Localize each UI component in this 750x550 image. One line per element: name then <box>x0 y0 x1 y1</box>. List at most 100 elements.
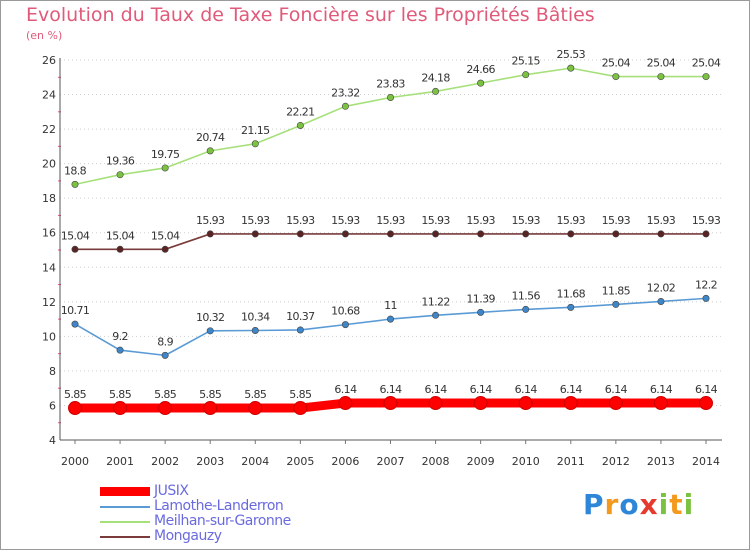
data-point-mongauzy <box>116 245 124 253</box>
data-label-mongauzy: 15.93 <box>602 214 631 227</box>
logo-letter: i <box>658 488 670 521</box>
data-label-meilhan-sur-garonne: 23.83 <box>376 77 405 90</box>
data-point-jusix <box>248 401 263 416</box>
y-tick-label: 14 <box>42 261 56 274</box>
data-label-lamothe-landerron: 11.39 <box>466 292 495 305</box>
data-point-jusix <box>293 401 308 416</box>
logo-letter: o <box>619 488 640 521</box>
data-point-jusix <box>518 396 533 411</box>
x-tick-label: 2006 <box>331 455 359 468</box>
data-label-mongauzy: 15.04 <box>106 229 135 242</box>
data-label-mongauzy: 15.93 <box>286 214 315 227</box>
logo-letter: i <box>683 488 695 521</box>
data-label-jusix: 6.14 <box>605 383 628 396</box>
data-point-lamothe-landerron <box>702 294 710 302</box>
x-tick-label: 2005 <box>286 455 314 468</box>
data-label-mongauzy: 15.93 <box>466 214 495 227</box>
data-label-mongauzy: 15.93 <box>421 214 450 227</box>
y-tick-label: 26 <box>42 54 56 67</box>
x-tick-label: 2004 <box>241 455 269 468</box>
data-point-lamothe-landerron <box>432 311 440 319</box>
data-label-lamothe-landerron: 11.68 <box>557 287 586 300</box>
data-point-meilhan-sur-garonne <box>386 93 394 101</box>
legend-swatch <box>100 487 150 496</box>
legend-label: Mongauzy <box>154 528 222 544</box>
logo-letter: P <box>583 488 605 521</box>
data-label-lamothe-landerron: 8.9 <box>157 335 173 348</box>
y-tick-label: 12 <box>42 296 56 309</box>
data-point-lamothe-landerron <box>296 326 304 334</box>
y-tick-label: 24 <box>42 89 56 102</box>
data-point-jusix <box>428 396 443 411</box>
data-label-meilhan-sur-garonne: 25.53 <box>557 48 586 61</box>
data-label-jusix: 6.14 <box>379 383 402 396</box>
data-point-lamothe-landerron <box>206 327 214 335</box>
data-label-jusix: 6.14 <box>650 383 673 396</box>
data-point-jusix <box>653 396 668 411</box>
x-tick-label: 2009 <box>467 455 495 468</box>
data-point-meilhan-sur-garonne <box>567 64 575 72</box>
data-point-meilhan-sur-garonne <box>296 121 304 129</box>
data-point-meilhan-sur-garonne <box>477 79 485 87</box>
data-point-mongauzy <box>161 245 169 253</box>
legend-label: JUSIX <box>154 483 189 499</box>
data-point-meilhan-sur-garonne <box>657 73 665 81</box>
data-point-meilhan-sur-garonne <box>702 73 710 81</box>
legend-swatch <box>100 521 150 523</box>
data-label-mongauzy: 15.04 <box>151 229 180 242</box>
data-label-mongauzy: 15.04 <box>61 229 90 242</box>
x-tick-label: 2003 <box>196 455 224 468</box>
data-label-lamothe-landerron: 9.2 <box>112 330 128 343</box>
data-point-jusix <box>68 401 82 416</box>
data-labels: 10.71 9.2 8.9 10.32 10.34 10.37 10.68 11 11.22 11… <box>61 48 722 401</box>
data-point-mongauzy <box>702 230 710 238</box>
data-point-meilhan-sur-garonne <box>161 164 169 172</box>
data-label-lamothe-landerron: 11.22 <box>421 295 450 308</box>
chart-title: Evolution du Taux de Taxe Foncière sur l… <box>26 4 595 26</box>
logo-letter: r <box>604 488 620 521</box>
data-point-jusix <box>608 396 623 411</box>
data-point-lamothe-landerron <box>522 305 530 313</box>
x-tick-label: 2010 <box>512 455 540 468</box>
data-label-lamothe-landerron: 11 <box>384 299 397 312</box>
legend-swatch <box>100 506 150 508</box>
logo-letter: t <box>669 488 684 521</box>
x-tick-label: 2000 <box>61 455 89 468</box>
y-tick-label: 8 <box>49 365 56 378</box>
logo-letter: x <box>639 488 659 521</box>
data-point-jusix <box>383 396 398 411</box>
data-label-mongauzy: 15.93 <box>196 214 225 227</box>
data-label-lamothe-landerron: 11.56 <box>511 289 540 302</box>
legend-label: Lamothe-Landerron <box>154 498 284 514</box>
data-label-lamothe-landerron: 12.2 <box>695 278 717 291</box>
x-tick-label: 2008 <box>422 455 450 468</box>
data-point-jusix <box>203 401 218 416</box>
data-label-meilhan-sur-garonne: 25.04 <box>602 57 631 70</box>
data-point-jusix <box>473 396 488 411</box>
data-label-mongauzy: 15.93 <box>557 214 586 227</box>
data-label-jusix: 6.14 <box>560 383 583 396</box>
data-label-meilhan-sur-garonne: 20.74 <box>196 131 225 144</box>
x-tick-label: 2013 <box>647 455 675 468</box>
data-point-meilhan-sur-garonne <box>432 87 440 95</box>
data-point-jusix <box>699 396 713 411</box>
data-point-lamothe-landerron <box>71 320 79 328</box>
data-point-jusix <box>563 396 578 411</box>
data-label-meilhan-sur-garonne: 21.15 <box>241 124 270 137</box>
data-label-meilhan-sur-garonne: 19.36 <box>106 155 135 168</box>
data-point-lamothe-landerron <box>341 321 349 329</box>
data-point-meilhan-sur-garonne <box>251 140 259 148</box>
data-point-meilhan-sur-garonne <box>206 147 214 155</box>
legend-swatch <box>100 536 150 538</box>
y-tick-label: 4 <box>49 434 56 447</box>
data-point-mongauzy <box>567 230 575 238</box>
data-label-meilhan-sur-garonne: 25.04 <box>692 57 721 70</box>
data-point-lamothe-landerron <box>386 315 394 323</box>
data-label-lamothe-landerron: 10.37 <box>286 310 315 323</box>
data-label-lamothe-landerron: 10.34 <box>241 310 270 323</box>
data-point-meilhan-sur-garonne <box>71 180 79 188</box>
data-point-jusix <box>158 401 173 416</box>
data-label-jusix: 6.14 <box>334 383 357 396</box>
x-tick-label: 2012 <box>602 455 630 468</box>
